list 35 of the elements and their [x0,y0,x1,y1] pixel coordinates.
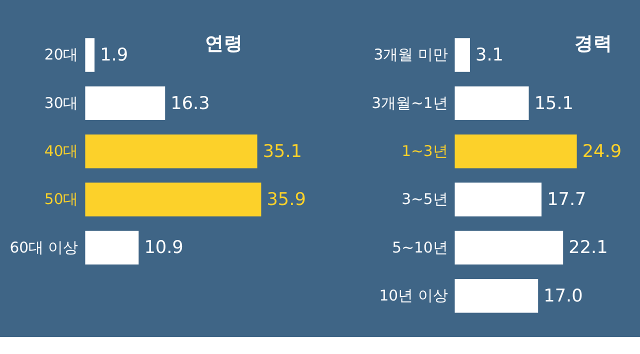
y-tick-label: 50대 [44,191,78,208]
data-label: 17.0 [544,286,583,306]
bar [85,38,95,72]
data-label: 35.9 [266,190,306,210]
data-label: 15.1 [534,94,574,114]
bar [85,182,262,216]
y-tick-label: 1~3년 [402,142,448,160]
y-tick-label: 20대 [44,46,78,64]
y-tick-label: 60대 이상 [10,239,78,256]
data-label: 3.1 [476,46,504,66]
y-tick-label: 3개월~1년 [372,94,448,112]
data-label: 24.9 [582,142,622,162]
data-label: 35.1 [262,142,302,162]
data-label: 16.3 [170,94,210,114]
data-label: 1.9 [100,46,128,66]
bar [454,278,538,313]
bar [85,134,258,168]
data-label: 17.7 [547,190,586,210]
y-tick-label: 10년 이상 [379,287,448,304]
y-tick-label: 5~10년 [392,239,448,256]
chart-title: 연령 [205,33,244,54]
data-label: 22.1 [568,238,608,258]
bar [454,86,529,120]
bar [454,38,470,72]
bar [454,182,542,216]
y-tick-label: 3~5년 [402,191,448,208]
data-label: 10.9 [144,238,184,258]
bar [454,230,564,265]
y-tick-label: 40대 [44,142,78,160]
bar [454,134,577,168]
y-tick-label: 30대 [44,94,78,112]
chart-title: 경력 [574,33,613,54]
bar [85,86,166,120]
bar [85,230,139,265]
y-tick-label: 3개월 미만 [374,46,448,64]
